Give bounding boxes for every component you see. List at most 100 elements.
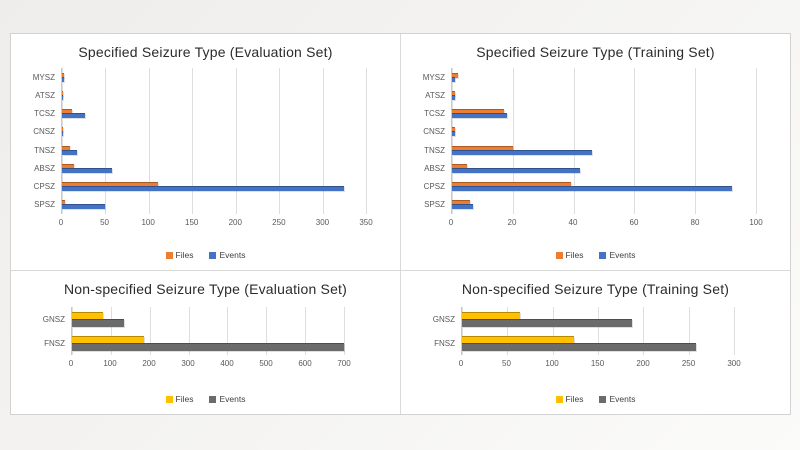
legend-item-events: Events — [209, 394, 245, 404]
bar-events-gnsz — [72, 318, 125, 327]
plot-area: MYSZ ATSZ TCSZ CNSZ TNSZ ABSZ CPSZ SPSZ 0 20 40 60… — [411, 68, 780, 230]
x-axis: 0 50 100 150 200 250 300 350 — [58, 214, 373, 230]
legend-item-files: Files — [555, 394, 584, 404]
gridline — [462, 307, 463, 355]
legend-label-events: Events — [219, 250, 246, 260]
category-label-atsz: ATSZ — [35, 90, 55, 100]
x-tick-label: 0 — [58, 218, 64, 227]
x-axis: 0 100 200 300 400 500 600 700 — [68, 355, 351, 371]
bar-group-tcsz — [452, 105, 756, 123]
bar-rows — [62, 68, 366, 214]
bar-group-cpsz — [452, 178, 756, 196]
bar-files-spsz — [62, 200, 65, 206]
bar-group-atsz — [452, 86, 756, 104]
category-label-spsz: SPSZ — [424, 200, 445, 210]
bar-group-atsz — [62, 86, 366, 104]
category-label-fnsz: FNSZ — [44, 338, 65, 348]
legend-swatch-files — [165, 251, 173, 259]
x-tick-label: 100 — [141, 218, 155, 227]
bar-events-atsz — [62, 94, 63, 100]
x-tick-label: 400 — [220, 359, 234, 368]
gridline — [266, 307, 268, 355]
bar-rows — [72, 307, 344, 355]
x-tick-label: 600 — [298, 359, 312, 368]
bar-group-cpsz — [62, 178, 366, 196]
bar-files-cnsz — [452, 127, 456, 133]
legend: Files Events — [21, 250, 390, 260]
category-label-tnsz: TNSZ — [424, 145, 445, 155]
bar-group-spsz — [452, 196, 756, 214]
legend-label-files: Files — [565, 394, 584, 404]
category-axis: MYSZ ATSZ TCSZ CNSZ TNSZ ABSZ CPSZ SPSZ — [411, 68, 451, 230]
legend-item-events: Events — [599, 394, 635, 404]
bar-events-fnsz — [462, 342, 696, 351]
chart-nonspecified-evaluation: Non-specified Seizure Type (Evaluation S… — [11, 271, 400, 414]
gridline — [188, 307, 190, 355]
bar-group-mysz — [452, 68, 756, 86]
bar-events-atsz — [452, 94, 456, 100]
bar-rows — [452, 68, 756, 214]
legend-item-events: Events — [599, 250, 635, 260]
legend: Files Events — [411, 250, 780, 260]
legend-swatch-files — [165, 395, 173, 403]
gridline — [305, 307, 307, 355]
bar-files-gnsz — [462, 311, 521, 320]
bar-group-absz — [62, 159, 366, 177]
gridline — [512, 68, 514, 214]
gridline — [734, 307, 735, 355]
category-label-absz: ABSZ — [34, 163, 55, 173]
plot-area: GNSZ FNSZ 0 100 200 300 400 500 600 700 — [21, 307, 390, 371]
bar-group-gnsz — [462, 307, 734, 331]
x-tick-label: 500 — [259, 359, 273, 368]
x-tick-label: 100 — [545, 359, 559, 368]
x-tick-label: 300 — [727, 359, 741, 368]
bar-events-cpsz — [62, 186, 345, 192]
category-label-cnsz: CNSZ — [423, 127, 445, 137]
chart-specified-training: Specified Seizure Type (Training Set) MY… — [401, 34, 790, 270]
bar-files-spsz — [452, 200, 471, 206]
category-label-absz: ABSZ — [424, 163, 445, 173]
gridline — [756, 68, 757, 214]
bar-files-mysz — [62, 72, 64, 78]
bar-files-tnsz — [62, 145, 70, 151]
x-tick-label: 20 — [507, 218, 517, 227]
x-axis: 0 20 40 60 80 100 — [448, 214, 763, 230]
bar-group-tnsz — [452, 141, 756, 159]
chart-title: Specified Seizure Type (Training Set) — [476, 44, 715, 60]
category-axis: MYSZ ATSZ TCSZ CNSZ TNSZ ABSZ CPSZ SPSZ — [21, 68, 61, 230]
bar-files-atsz — [452, 90, 456, 96]
chart-title: Non-specified Seizure Type (Training Set… — [461, 281, 730, 297]
bar-files-gnsz — [72, 311, 104, 320]
chart-title: Non-specified Seizure Type (Evaluation S… — [63, 281, 348, 297]
bar-events-tcsz — [452, 113, 507, 119]
gridline — [105, 68, 107, 214]
legend-swatch-events — [599, 395, 607, 403]
category-label-mysz: MYSZ — [422, 72, 445, 82]
gridline — [110, 307, 112, 355]
bar-events-tnsz — [62, 149, 77, 155]
legend-swatch-events — [209, 251, 217, 259]
chart-title: Specified Seizure Type (Evaluation Set) — [78, 44, 333, 60]
x-tick-label: 80 — [690, 218, 700, 227]
gridline — [149, 307, 151, 355]
bar-events-cpsz — [452, 186, 732, 192]
x-tick-label: 50 — [502, 359, 511, 368]
legend-item-files: Files — [555, 250, 583, 260]
x-tick-label: 300 — [315, 218, 330, 227]
x-axis: 0 50 100 150 200 250 300 — [459, 355, 741, 371]
bar-files-fnsz — [72, 335, 144, 344]
bar-group-spsz — [62, 196, 366, 214]
bar-rows — [462, 307, 734, 355]
chart-specified-evaluation: Specified Seizure Type (Evaluation Set) … — [11, 34, 400, 270]
x-tick-label: 0 — [68, 359, 74, 368]
bar-files-tnsz — [452, 145, 513, 151]
gridline — [366, 68, 367, 214]
category-label-mysz: MYSZ — [32, 72, 55, 82]
bar-files-cpsz — [452, 182, 571, 188]
x-tick-label: 0 — [448, 218, 454, 227]
x-tick-label: 100 — [103, 359, 117, 368]
category-label-cpsz: CPSZ — [33, 182, 55, 192]
bar-files-absz — [452, 163, 468, 169]
bar-events-cnsz — [62, 131, 63, 137]
legend-swatch-files — [555, 251, 563, 259]
